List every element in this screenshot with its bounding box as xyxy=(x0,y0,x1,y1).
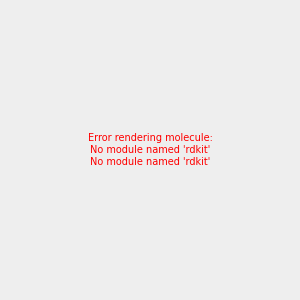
Text: Error rendering molecule:
No module named 'rdkit'
No module named 'rdkit': Error rendering molecule: No module name… xyxy=(88,134,212,166)
